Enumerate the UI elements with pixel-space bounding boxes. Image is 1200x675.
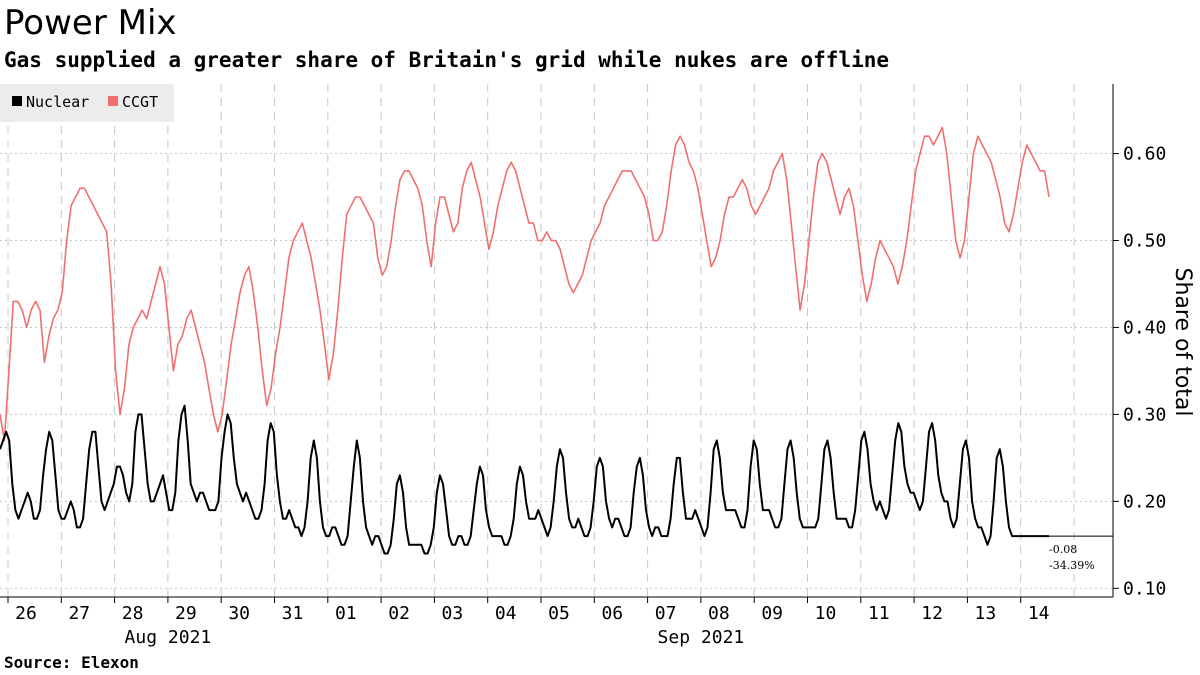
x-tick-label: 12 — [921, 603, 943, 624]
x-tick-label: 09 — [761, 603, 783, 624]
y-tick-label: 0.30 — [1123, 404, 1166, 425]
x-tick-label: 03 — [442, 603, 464, 624]
annotation-percent: -34.39% — [1049, 559, 1095, 572]
source-note: Source: Elexon — [4, 653, 139, 672]
legend-background — [0, 84, 174, 122]
x-tick-label: 26 — [15, 603, 37, 624]
x-tick-label: 31 — [282, 603, 304, 624]
x-tick-label: 29 — [175, 603, 197, 624]
annotation-change: -0.08 — [1049, 543, 1077, 556]
x-tick-label: 13 — [975, 603, 997, 624]
legend: Nuclear CCGT — [0, 84, 174, 122]
x-tick-label: 30 — [228, 603, 250, 624]
last-value-annotation: -0.08 -34.39% — [1040, 535, 1113, 572]
x-tick-label: 28 — [122, 603, 144, 624]
x-tick-label: 02 — [388, 603, 410, 624]
series-layer — [0, 126, 1050, 555]
x-tick-label: 06 — [601, 603, 623, 624]
x-tick-label: 05 — [548, 603, 570, 624]
chart-subtitle: Gas supplied a greater share of Britain'… — [4, 48, 890, 72]
month-label: Sep 2021 — [658, 627, 745, 648]
series-line-ccgt — [0, 126, 1050, 442]
x-tick-label: 08 — [708, 603, 730, 624]
legend-label-nuclear: Nuclear — [26, 93, 89, 111]
grid — [0, 84, 1113, 597]
month-label: Aug 2021 — [125, 627, 212, 648]
series-line-nuclear — [0, 404, 1049, 555]
axes: 0.10 0.20 0.30 0.40 0.50 0.60 26 27 28 29 30 31 01 02… — [0, 84, 1166, 648]
x-tick-label: 14 — [1028, 603, 1050, 624]
y-tick-label: 0.10 — [1123, 578, 1166, 599]
x-tick-label: 04 — [495, 603, 517, 624]
legend-label-ccgt: CCGT — [122, 93, 158, 111]
y-tick-label: 0.60 — [1123, 144, 1166, 165]
y-tick-label: 0.40 — [1123, 317, 1166, 338]
x-tick-label: 01 — [335, 603, 357, 624]
y-tick-label: 0.50 — [1123, 231, 1166, 252]
legend-swatch-nuclear — [12, 96, 22, 106]
x-tick-label: 07 — [655, 603, 677, 624]
legend-swatch-ccgt — [108, 96, 118, 106]
x-tick-label: 27 — [68, 603, 90, 624]
y-tick-label: 0.20 — [1123, 491, 1166, 512]
x-tick-label: 11 — [868, 603, 890, 624]
x-tick-label: 10 — [815, 603, 837, 624]
y-axis-label: Share of total — [1170, 268, 1195, 417]
chart-title: Power Mix — [4, 3, 177, 43]
